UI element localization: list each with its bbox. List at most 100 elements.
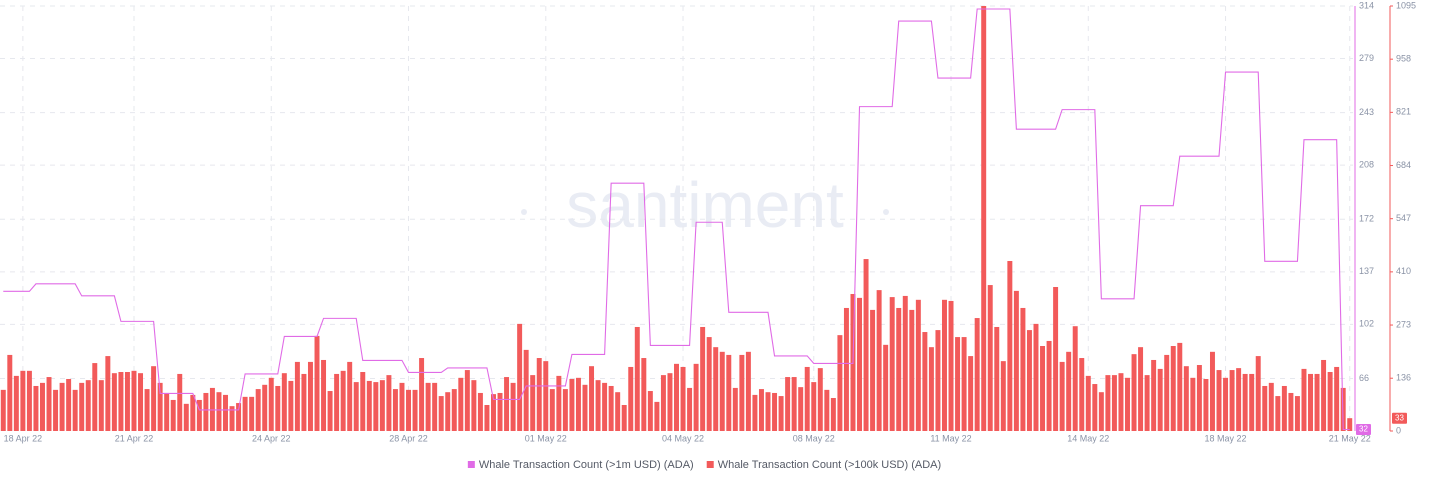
bar bbox=[575, 377, 581, 431]
bar bbox=[863, 259, 869, 431]
bar bbox=[1223, 377, 1229, 431]
bar bbox=[484, 404, 490, 431]
bar bbox=[830, 398, 836, 431]
bar bbox=[1079, 358, 1085, 431]
bar bbox=[994, 326, 1000, 431]
bar bbox=[955, 337, 961, 431]
bar bbox=[1236, 368, 1242, 431]
bar bbox=[301, 373, 307, 431]
x-tick-label: 18 Apr 22 bbox=[4, 433, 43, 443]
bar bbox=[1301, 368, 1307, 431]
bar bbox=[1216, 370, 1222, 431]
bar bbox=[719, 351, 725, 431]
bar bbox=[72, 389, 78, 431]
x-tick-label: 04 May 22 bbox=[662, 433, 704, 443]
x-tick-label: 11 May 22 bbox=[930, 433, 971, 443]
legend-label: Whale Transaction Count (>100k USD) (ADA… bbox=[718, 459, 941, 471]
bar bbox=[1053, 287, 1059, 431]
bar bbox=[942, 299, 947, 431]
bar bbox=[353, 382, 359, 431]
bar bbox=[569, 378, 575, 431]
bar bbox=[203, 392, 209, 431]
legend-label: Whale Transaction Count (>1m USD) (ADA) bbox=[479, 459, 694, 471]
lines bbox=[3, 8, 1350, 431]
value-tag: 33 bbox=[1395, 413, 1404, 422]
bar bbox=[497, 392, 503, 431]
bar bbox=[1098, 392, 1104, 431]
bar bbox=[817, 368, 823, 431]
bar bbox=[811, 382, 817, 431]
bar bbox=[772, 392, 778, 431]
bar bbox=[837, 335, 843, 431]
bar bbox=[85, 380, 91, 431]
bar bbox=[785, 377, 791, 431]
bar bbox=[530, 375, 536, 431]
bar bbox=[902, 295, 908, 431]
bar bbox=[491, 394, 496, 431]
bar bbox=[451, 389, 457, 431]
bar bbox=[1196, 365, 1202, 431]
bar bbox=[961, 337, 967, 431]
bar bbox=[1118, 373, 1124, 431]
bar bbox=[79, 382, 85, 431]
y2-tick-label: 547 bbox=[1396, 213, 1411, 223]
bar bbox=[419, 358, 425, 431]
bar bbox=[1157, 368, 1163, 431]
axes: 66 102 137 172 208 243 279 314 0 136 273 410 547 684 8… bbox=[4, 0, 1416, 443]
bar bbox=[510, 382, 516, 431]
bar bbox=[471, 380, 477, 431]
bar bbox=[366, 380, 372, 431]
bar bbox=[1209, 351, 1215, 431]
bar bbox=[660, 375, 666, 431]
bar bbox=[164, 392, 170, 431]
legend-swatch bbox=[467, 461, 475, 468]
bar bbox=[111, 373, 117, 431]
watermark-dot bbox=[521, 209, 527, 215]
bar bbox=[183, 403, 189, 431]
bar bbox=[1026, 330, 1032, 431]
bar bbox=[1072, 326, 1078, 431]
bar bbox=[1151, 359, 1157, 431]
bar bbox=[1203, 378, 1209, 431]
bar bbox=[1347, 418, 1353, 431]
bars bbox=[0, 6, 1353, 431]
bar bbox=[1314, 373, 1320, 431]
bar bbox=[360, 372, 366, 431]
bar bbox=[255, 389, 261, 431]
bar bbox=[190, 394, 196, 431]
bar bbox=[386, 375, 392, 431]
y2-tick-label: 136 bbox=[1396, 373, 1411, 383]
bar bbox=[151, 366, 157, 431]
bar bbox=[288, 380, 294, 431]
bar bbox=[798, 387, 804, 431]
bar bbox=[327, 391, 333, 431]
bar bbox=[26, 370, 32, 431]
bar bbox=[105, 356, 111, 431]
bar bbox=[1020, 307, 1026, 431]
bar bbox=[373, 382, 379, 431]
legend-swatch bbox=[706, 461, 714, 468]
bar bbox=[0, 389, 6, 431]
bar bbox=[896, 307, 902, 431]
bar bbox=[66, 378, 72, 431]
bar bbox=[1007, 261, 1013, 431]
legend: Whale Transaction Count (>1m USD) (ADA) W… bbox=[467, 459, 941, 471]
bar bbox=[1040, 346, 1046, 431]
bar bbox=[549, 389, 555, 431]
bar bbox=[700, 326, 706, 431]
bar bbox=[641, 358, 647, 431]
bar bbox=[118, 372, 124, 431]
bar bbox=[229, 406, 235, 431]
bar bbox=[432, 382, 438, 431]
bar bbox=[98, 380, 104, 431]
bar bbox=[857, 297, 862, 431]
bar bbox=[334, 373, 340, 431]
bar bbox=[1275, 396, 1281, 431]
bar bbox=[602, 382, 608, 431]
bar bbox=[1164, 354, 1170, 431]
bar bbox=[138, 373, 144, 431]
bar bbox=[236, 403, 242, 431]
bar bbox=[680, 366, 686, 431]
bar bbox=[889, 297, 895, 431]
y2-tick-label: 0 bbox=[1396, 425, 1401, 435]
